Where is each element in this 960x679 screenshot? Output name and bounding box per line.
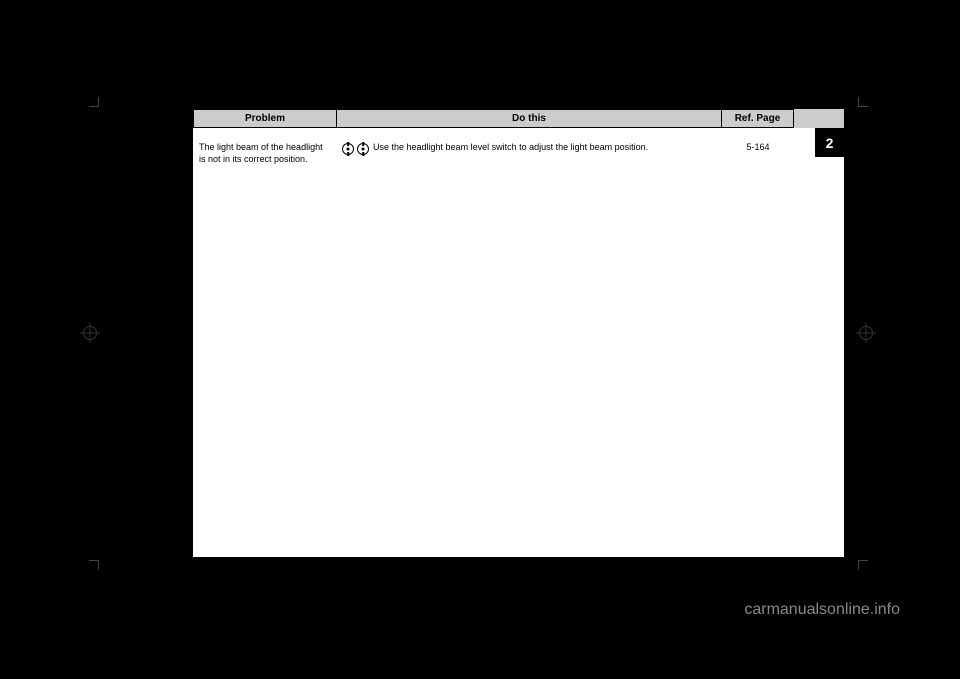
cell-refpage: 5-164 <box>722 138 794 169</box>
section-tab: 2 <box>815 128 844 157</box>
registration-mark-right <box>859 326 873 340</box>
column-header-refpage: Ref. Page <box>722 109 794 128</box>
table-header-row: Problem Do this Ref. Page <box>193 109 844 128</box>
headlight-level-icons <box>342 142 369 155</box>
crop-mark-bottom-right <box>858 560 868 570</box>
headlight-level-icon <box>342 143 354 155</box>
crop-mark-top-left <box>89 97 99 107</box>
cell-dothis: Use the headlight beam level switch to a… <box>336 138 722 169</box>
document-page: Problem Do this Ref. Page 2 The light be… <box>193 109 844 557</box>
crop-mark-bottom-left <box>89 560 99 570</box>
headlight-level-icon <box>357 143 369 155</box>
cell-problem: The light beam of the headlight is not i… <box>193 138 336 169</box>
table-row: The light beam of the headlight is not i… <box>193 128 844 169</box>
watermark-text: carmanualsonline.info <box>744 601 900 619</box>
crop-mark-top-right <box>858 97 868 107</box>
column-header-problem: Problem <box>193 109 336 128</box>
column-header-dothis: Do this <box>336 109 722 128</box>
cell-dothis-text: Use the headlight beam level switch to a… <box>373 142 648 154</box>
registration-mark-left <box>83 326 97 340</box>
